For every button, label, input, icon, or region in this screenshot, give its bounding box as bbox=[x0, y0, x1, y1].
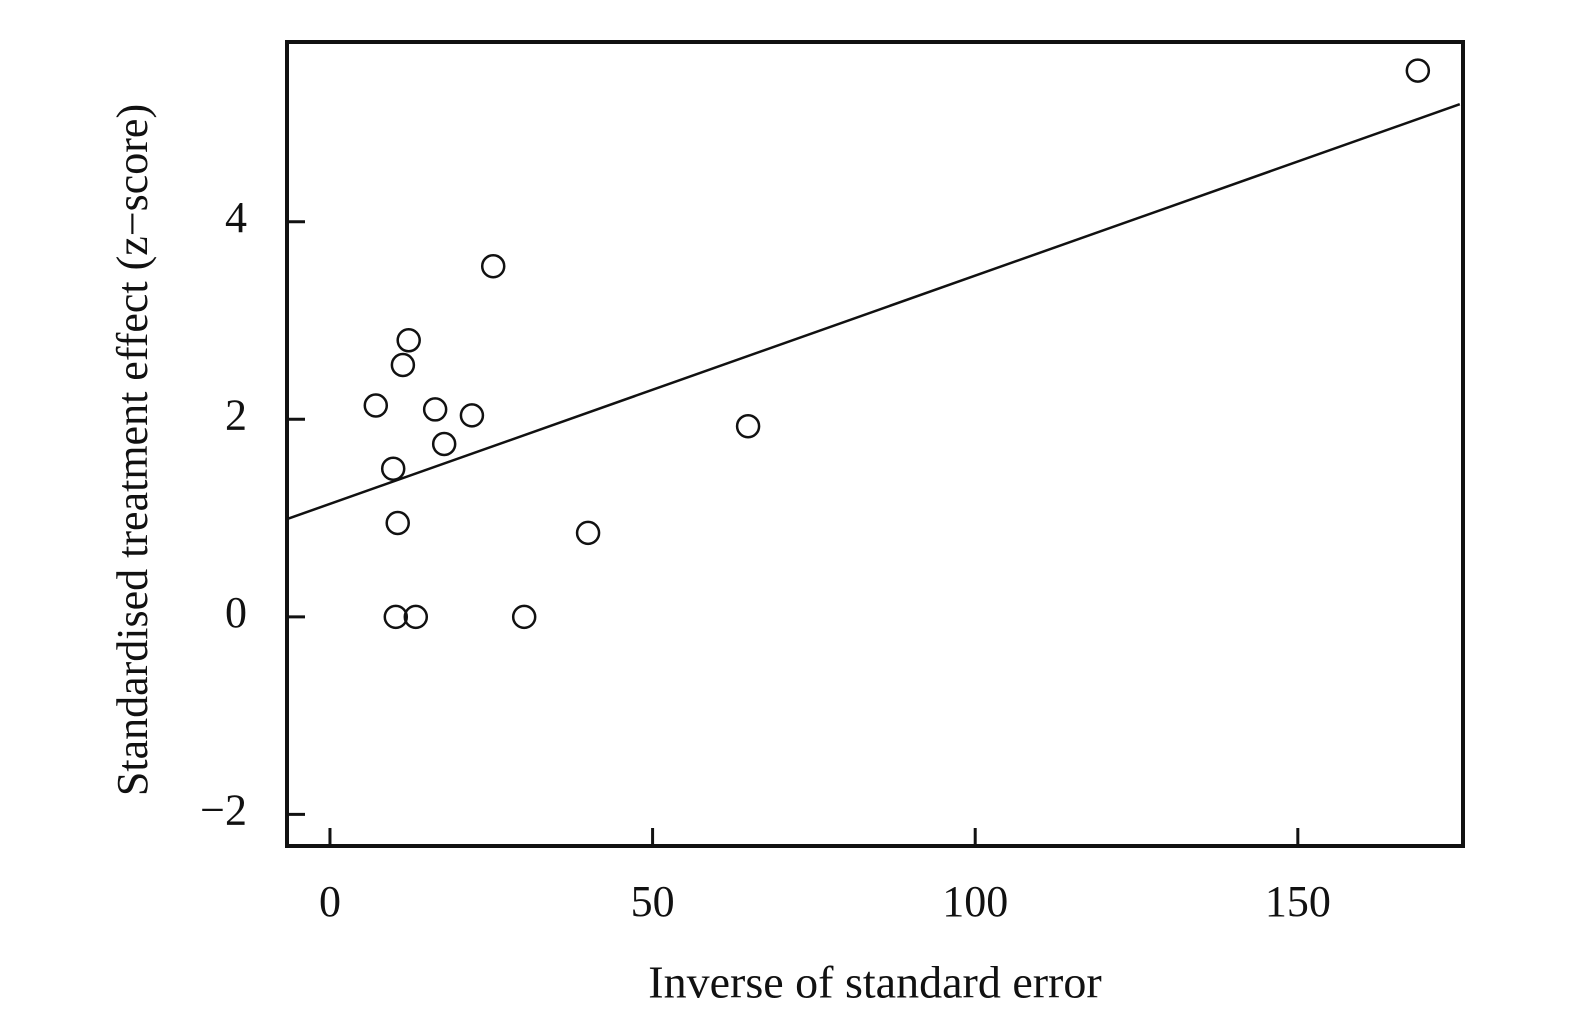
point bbox=[422, 397, 448, 422]
point bbox=[480, 253, 506, 279]
point bbox=[385, 510, 410, 536]
y-tick-label: −2 bbox=[200, 785, 247, 834]
x-tick-label: 150 bbox=[1265, 877, 1331, 926]
point bbox=[363, 393, 389, 418]
fit-line bbox=[286, 103, 1461, 521]
point bbox=[511, 604, 537, 630]
point bbox=[735, 413, 761, 439]
point bbox=[396, 328, 421, 353]
y-tick-label: 0 bbox=[225, 588, 247, 637]
x-tick-label: 100 bbox=[942, 877, 1008, 926]
point bbox=[403, 604, 429, 630]
point bbox=[431, 431, 457, 457]
point bbox=[459, 403, 485, 428]
point bbox=[383, 604, 409, 630]
point bbox=[390, 352, 416, 378]
x-tick-label: 50 bbox=[631, 877, 675, 926]
x-axis-label: Inverse of standard error bbox=[648, 957, 1101, 1008]
point bbox=[575, 520, 601, 546]
plot-frame bbox=[285, 40, 1465, 848]
y-tick-label: 2 bbox=[225, 390, 247, 439]
point bbox=[1405, 58, 1431, 83]
y-axis-label: Standardised treatment effect (z−score) bbox=[108, 104, 157, 796]
point bbox=[380, 456, 406, 481]
x-tick-label: 0 bbox=[319, 877, 341, 926]
y-tick-label: 4 bbox=[225, 193, 247, 242]
